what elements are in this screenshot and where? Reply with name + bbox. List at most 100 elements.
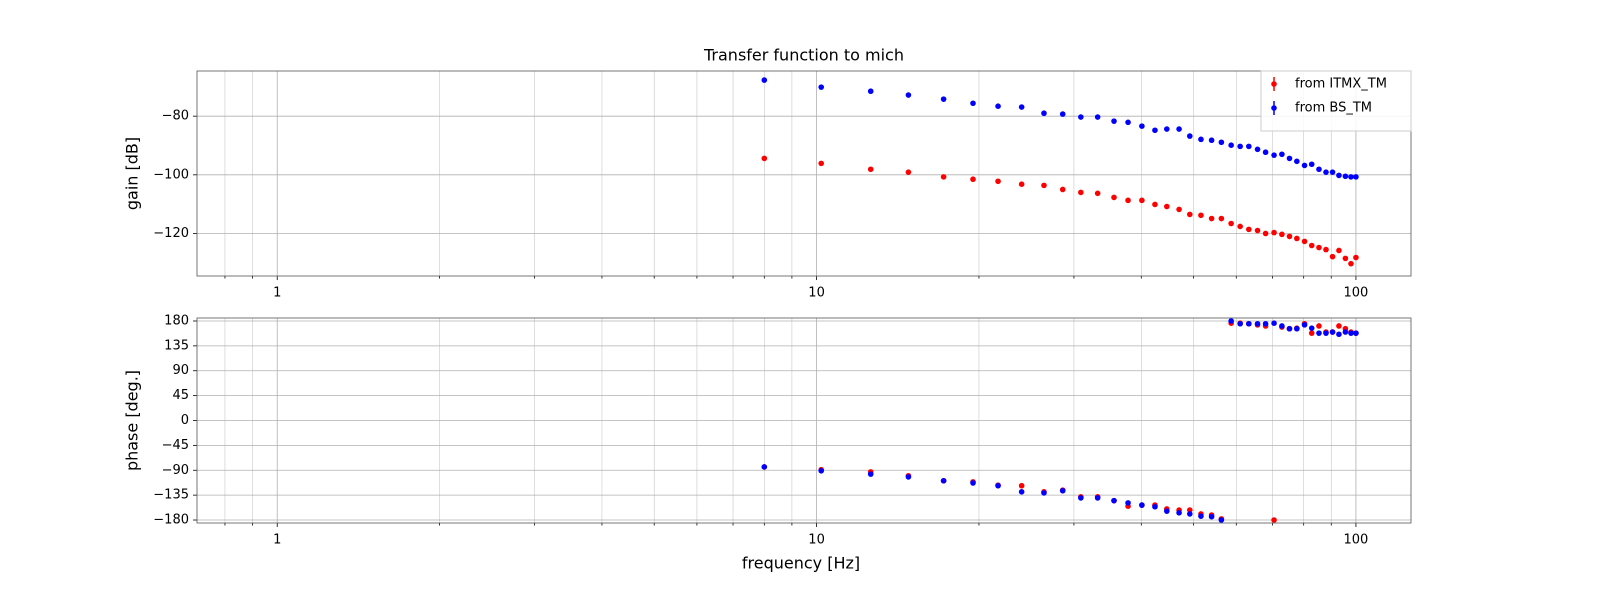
data-point xyxy=(1228,220,1234,227)
data-point xyxy=(1279,151,1285,158)
data-point xyxy=(1262,149,1269,156)
data-point xyxy=(1164,508,1170,514)
data-point xyxy=(1308,325,1315,331)
data-point xyxy=(1018,181,1025,188)
data-point xyxy=(1094,495,1101,501)
data-point xyxy=(1164,126,1170,132)
data-point xyxy=(1164,203,1170,210)
data-point xyxy=(1111,194,1117,201)
data-point xyxy=(1198,136,1204,143)
data-point xyxy=(1208,137,1215,144)
data-point xyxy=(1271,229,1277,236)
data-point xyxy=(1111,497,1117,504)
data-point xyxy=(1018,482,1025,489)
data-point xyxy=(1262,320,1269,327)
x-tick-label: 100 xyxy=(1344,286,1369,301)
data-point xyxy=(1323,169,1329,175)
data-point xyxy=(1294,235,1300,242)
data-point xyxy=(1316,166,1322,173)
y-tick-label: −180 xyxy=(153,513,189,528)
data-point xyxy=(1198,513,1204,519)
data-point xyxy=(1254,146,1261,153)
data-point xyxy=(1176,126,1182,132)
data-point xyxy=(1018,104,1025,110)
data-point xyxy=(1336,172,1342,179)
data-point xyxy=(1294,158,1300,165)
data-point xyxy=(1308,161,1315,168)
data-point xyxy=(1078,495,1084,501)
data-point xyxy=(1329,169,1336,175)
chart-title: Transfer function to mich xyxy=(703,46,904,65)
data-point xyxy=(1208,513,1215,520)
data-point xyxy=(818,468,825,474)
data-point xyxy=(1246,226,1252,233)
data-point xyxy=(1198,212,1204,219)
axes-frame xyxy=(196,70,1412,277)
data-point xyxy=(1286,233,1293,240)
data-point xyxy=(1329,253,1336,260)
x-tick-label: 100 xyxy=(1344,533,1369,548)
data-point xyxy=(1308,330,1315,336)
x-axis-label: frequency [Hz] xyxy=(742,554,860,573)
data-point xyxy=(1094,114,1101,120)
data-point xyxy=(1246,320,1252,327)
data-point xyxy=(1186,133,1193,139)
data-point xyxy=(1348,174,1354,180)
data-point xyxy=(1078,189,1084,196)
x-tick-label: 10 xyxy=(808,286,825,301)
data-point xyxy=(1316,323,1322,329)
y-tick-label: −120 xyxy=(153,226,189,241)
data-point xyxy=(1254,320,1261,327)
data-point xyxy=(1228,318,1234,324)
data-point xyxy=(1348,260,1354,267)
data-point xyxy=(1218,215,1225,222)
data-point xyxy=(1139,123,1145,129)
data-point xyxy=(905,474,912,480)
data-point xyxy=(1342,173,1349,180)
y-tick-label: −45 xyxy=(162,438,189,453)
legend-marker xyxy=(1271,81,1277,87)
axes-frame xyxy=(196,317,1412,524)
data-point xyxy=(1176,510,1182,516)
data-point xyxy=(1041,490,1047,496)
data-point xyxy=(1186,511,1193,517)
data-point xyxy=(1353,174,1359,180)
y-tick-label: 0 xyxy=(181,413,189,428)
data-point xyxy=(1286,325,1293,332)
data-point xyxy=(1078,114,1084,120)
y-tick-label: 135 xyxy=(164,338,189,353)
data-point xyxy=(1186,211,1193,218)
data-point xyxy=(1059,487,1066,494)
data-point xyxy=(1059,111,1066,117)
data-point xyxy=(1018,489,1025,495)
data-point xyxy=(1246,143,1252,150)
data-point xyxy=(1316,244,1322,251)
data-point xyxy=(1237,223,1243,230)
legend-marker xyxy=(1271,105,1277,111)
data-point xyxy=(970,176,976,183)
data-point xyxy=(1125,500,1131,506)
legend-label: from BS_TM xyxy=(1295,101,1372,116)
data-point xyxy=(1301,162,1308,169)
data-point xyxy=(1336,323,1342,329)
data-point xyxy=(995,178,1001,185)
data-point xyxy=(940,174,947,180)
data-point xyxy=(818,160,825,167)
y-axis-label: gain [dB] xyxy=(123,137,142,210)
data-point xyxy=(1279,231,1285,238)
data-point xyxy=(1254,227,1261,234)
data-point xyxy=(1301,322,1308,328)
y-tick-label: −135 xyxy=(153,488,189,503)
y-tick-label: 90 xyxy=(172,363,189,378)
data-point xyxy=(995,482,1001,489)
data-point xyxy=(1176,206,1182,213)
data-point xyxy=(761,464,768,470)
data-point xyxy=(1336,247,1342,254)
y-tick-label: 45 xyxy=(172,388,189,403)
data-point xyxy=(1271,517,1277,523)
data-point xyxy=(1125,197,1131,204)
data-point xyxy=(995,103,1001,109)
data-point xyxy=(1041,182,1047,189)
